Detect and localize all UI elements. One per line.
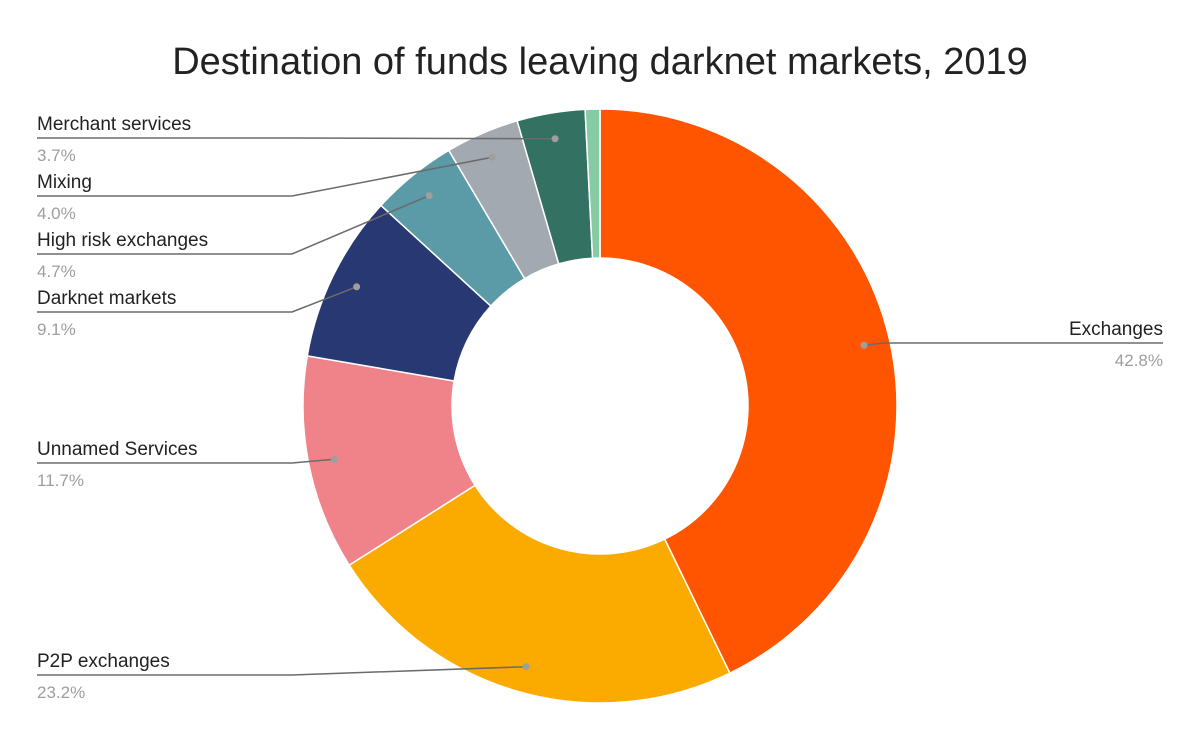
leader-line-p2p-exchanges [37, 665, 527, 676]
slice-value-unnamed-services: 11.7% [37, 471, 84, 490]
slice-value-darknet-markets: 9.1% [37, 320, 76, 339]
chart-leader-lines [37, 135, 1163, 676]
leader-line-mixing [37, 156, 493, 197]
chart-labels: Exchanges 42.8% P2P exchanges 23.2% Unnamed … [37, 114, 1163, 702]
leader-line-high-risk-exchanges [37, 194, 430, 255]
slice-label-merchant-services: Merchant services [37, 114, 191, 135]
slice-label-p2p-exchanges: P2P exchanges [37, 651, 170, 672]
leader-line-darknet-markets [37, 286, 357, 313]
slice-value-high-risk-exchanges: 4.7% [37, 262, 76, 281]
leader-dot-exchanges [860, 341, 868, 349]
slice-label-unnamed-services: Unnamed Services [37, 439, 198, 460]
slice-label-high-risk-exchanges: High risk exchanges [37, 230, 208, 251]
slice-value-p2p-exchanges: 23.2% [37, 683, 85, 702]
leader-dot-merchant-services [551, 135, 559, 143]
leader-line-unnamed-services [37, 458, 335, 464]
slice-value-mixing: 4.0% [37, 204, 76, 223]
slice-value-exchanges: 42.8% [1115, 351, 1163, 370]
slice-label-mixing: Mixing [37, 172, 92, 193]
leader-dot-mixing [488, 153, 496, 161]
leader-dot-unnamed-services [330, 455, 338, 463]
slice-other [584, 108, 601, 259]
leader-dot-high-risk-exchanges [425, 192, 433, 200]
slice-p2p-exchanges [348, 484, 731, 704]
slice-label-exchanges: Exchanges [1069, 319, 1163, 340]
leader-line-merchant-services [37, 137, 556, 140]
chart-slices [302, 108, 898, 704]
slice-exchanges [599, 108, 898, 675]
slice-value-merchant-services: 3.7% [37, 146, 76, 165]
leader-dot-p2p-exchanges [522, 663, 530, 671]
slice-label-darknet-markets: Darknet markets [37, 288, 176, 309]
chart-title: Destination of funds leaving darknet mar… [172, 41, 1028, 83]
slice-unnamed-services [302, 354, 477, 567]
leader-line-exchanges [864, 342, 1163, 346]
leader-dot-darknet-markets [353, 283, 361, 291]
